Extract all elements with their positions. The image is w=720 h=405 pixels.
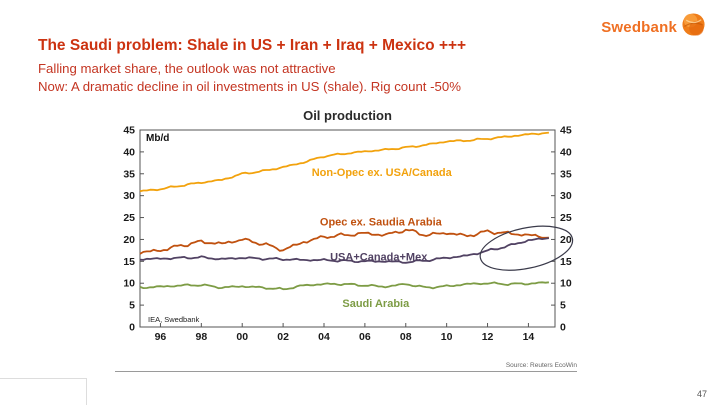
swedbank-sun-icon bbox=[681, 12, 706, 42]
source-note: Source: Reuters EcoWin bbox=[505, 362, 577, 369]
svg-text:5: 5 bbox=[560, 300, 566, 312]
svg-text:0: 0 bbox=[560, 322, 566, 334]
svg-text:25: 25 bbox=[560, 212, 572, 224]
svg-text:5: 5 bbox=[129, 300, 135, 312]
svg-text:25: 25 bbox=[123, 212, 135, 224]
svg-text:04: 04 bbox=[318, 331, 330, 343]
page-number: 47 bbox=[696, 389, 707, 399]
swedbank-logo-text: Swedbank bbox=[601, 18, 677, 36]
svg-text:USA+Canada+Mex: USA+Canada+Mex bbox=[330, 251, 428, 263]
svg-text:15: 15 bbox=[560, 256, 572, 268]
slide-subtitle-1: Falling market share, the outlook was no… bbox=[38, 61, 336, 76]
chart-divider-line bbox=[115, 371, 577, 372]
svg-text:00: 00 bbox=[236, 331, 248, 343]
svg-text:30: 30 bbox=[123, 190, 135, 202]
svg-text:14: 14 bbox=[523, 331, 535, 343]
swedbank-logo: Swedbank bbox=[601, 12, 706, 42]
svg-text:45: 45 bbox=[560, 125, 572, 137]
svg-text:45: 45 bbox=[123, 125, 135, 137]
svg-text:12: 12 bbox=[482, 331, 494, 343]
svg-text:35: 35 bbox=[123, 168, 135, 180]
svg-text:40: 40 bbox=[123, 146, 135, 158]
svg-text:10: 10 bbox=[441, 331, 453, 343]
svg-text:0: 0 bbox=[129, 322, 135, 334]
svg-text:10: 10 bbox=[123, 278, 135, 290]
svg-text:02: 02 bbox=[277, 331, 289, 343]
svg-text:20: 20 bbox=[123, 234, 135, 246]
svg-text:15: 15 bbox=[123, 256, 135, 268]
svg-text:35: 35 bbox=[560, 168, 572, 180]
svg-text:Oil production: Oil production bbox=[303, 108, 392, 123]
svg-text:08: 08 bbox=[400, 331, 412, 343]
slide-title: The Saudi problem: Shale in US + Iran + … bbox=[38, 37, 467, 54]
svg-text:IEA, Swedbank: IEA, Swedbank bbox=[148, 315, 200, 324]
svg-text:96: 96 bbox=[155, 331, 167, 343]
svg-text:20: 20 bbox=[560, 234, 572, 246]
footer-decoration bbox=[0, 378, 87, 405]
slide-subtitle-2: Now: A dramatic decline in oil investmen… bbox=[38, 79, 461, 94]
svg-text:06: 06 bbox=[359, 331, 371, 343]
svg-text:30: 30 bbox=[560, 190, 572, 202]
svg-text:Opec ex. Saudia Arabia: Opec ex. Saudia Arabia bbox=[320, 216, 443, 228]
svg-text:10: 10 bbox=[560, 278, 572, 290]
svg-text:Non-Opec ex. USA/Canada: Non-Opec ex. USA/Canada bbox=[312, 167, 453, 179]
svg-text:40: 40 bbox=[560, 146, 572, 158]
svg-text:Saudi Arabia: Saudi Arabia bbox=[342, 298, 410, 310]
oil-production-chart: Oil production 0 0 5 5 10 10 15 15 20 20 25 25 30 30 35… bbox=[95, 102, 595, 364]
svg-text:Mb/d: Mb/d bbox=[146, 133, 169, 144]
svg-text:98: 98 bbox=[195, 331, 207, 343]
